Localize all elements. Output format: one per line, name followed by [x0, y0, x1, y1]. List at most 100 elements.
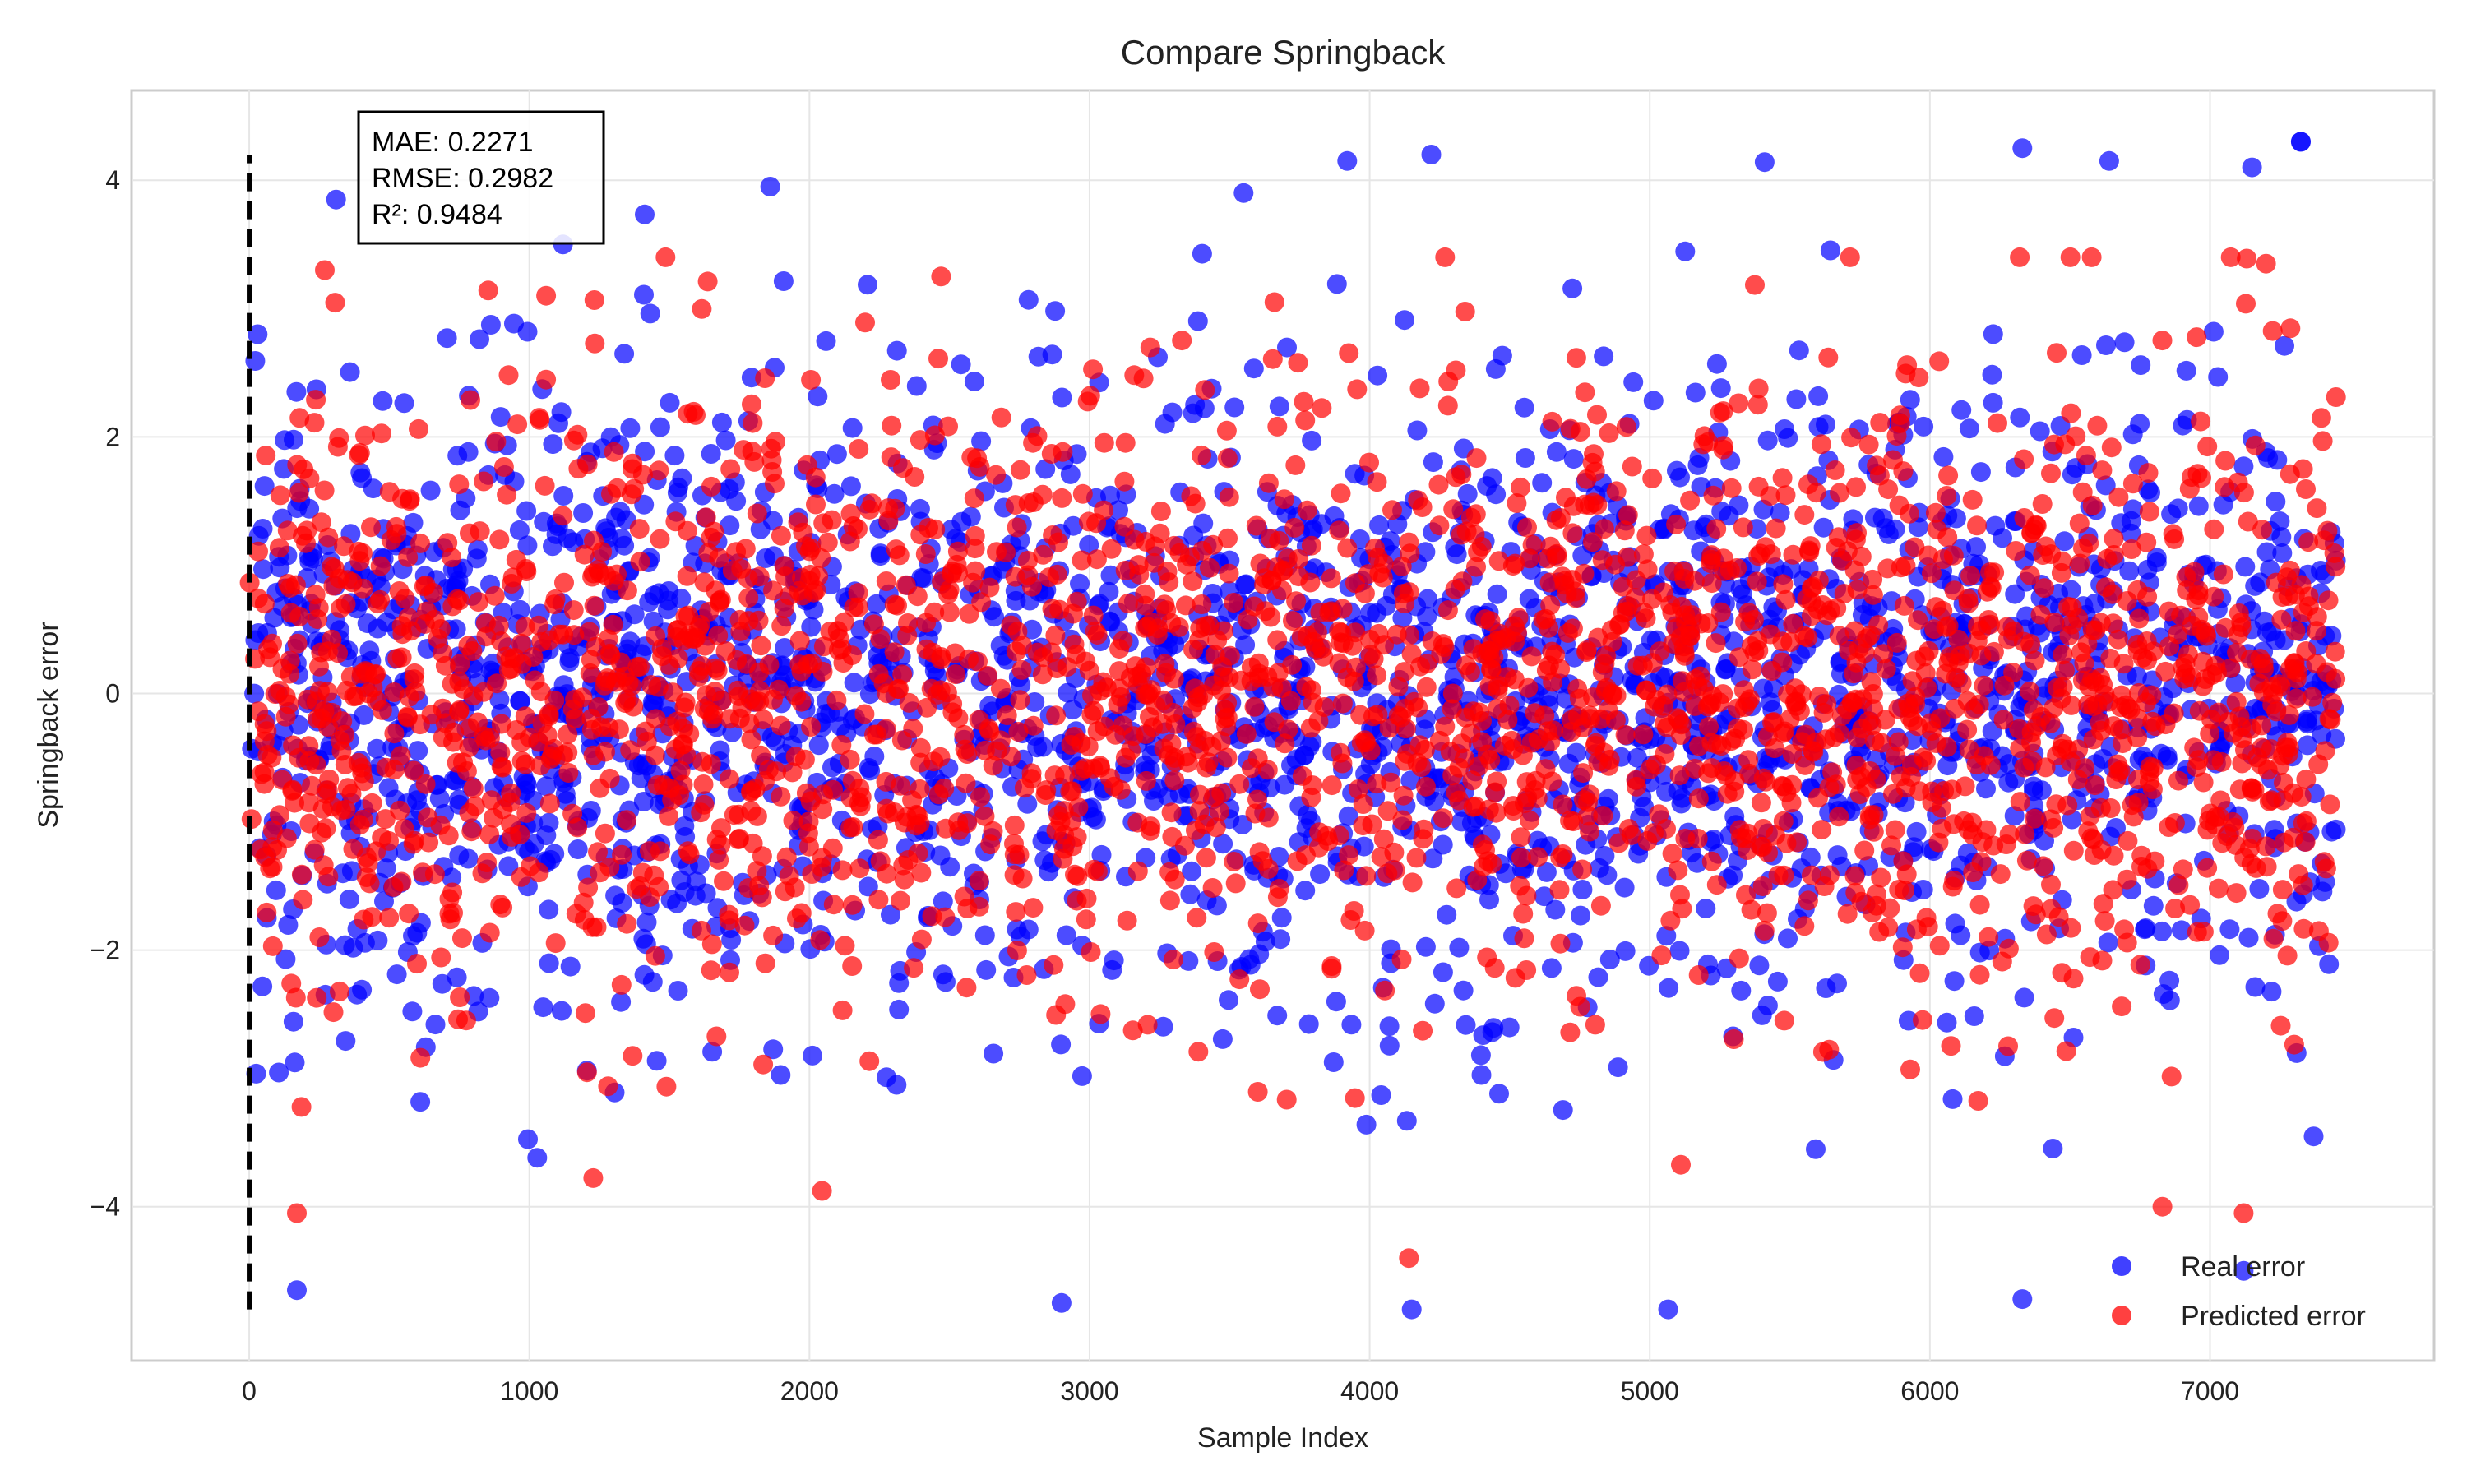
data-point: [292, 865, 312, 885]
data-point: [1483, 1018, 1503, 1038]
data-point: [2099, 151, 2119, 171]
data-point: [1542, 642, 1562, 662]
data-point: [548, 414, 568, 433]
data-point: [710, 593, 729, 613]
data-point: [1377, 596, 1396, 616]
data-point: [1654, 583, 1673, 603]
data-point: [1259, 474, 1279, 493]
data-point: [1794, 916, 1814, 936]
data-point: [1776, 590, 1796, 610]
data-point: [2208, 368, 2228, 387]
data-point: [633, 863, 653, 883]
data-point: [720, 770, 739, 789]
data-point: [285, 793, 304, 813]
data-point: [358, 613, 377, 633]
data-point: [928, 349, 948, 368]
data-point: [1199, 752, 1219, 772]
data-point: [598, 1076, 618, 1096]
data-point: [620, 418, 640, 438]
data-point: [756, 954, 775, 973]
data-point: [634, 285, 654, 305]
data-point: [1248, 913, 1268, 933]
data-point: [289, 748, 308, 768]
data-point: [1686, 383, 1706, 403]
data-point: [2246, 436, 2266, 455]
data-point: [1324, 1052, 1344, 1072]
data-point: [325, 558, 345, 578]
data-point: [2215, 451, 2235, 471]
data-point: [409, 419, 428, 439]
data-point: [1043, 599, 1062, 619]
data-point: [2108, 488, 2128, 507]
data-point: [1891, 405, 1910, 425]
data-point: [1798, 627, 1817, 647]
data-point: [1943, 1089, 1963, 1109]
data-point: [1617, 417, 1636, 437]
data-point: [487, 673, 507, 693]
data-point: [2076, 446, 2096, 465]
data-point: [1224, 852, 1243, 871]
data-point: [2081, 828, 2101, 848]
data-point: [1515, 928, 1534, 948]
data-point: [518, 1130, 538, 1149]
data-point: [1077, 889, 1097, 908]
data-point: [1118, 594, 1138, 613]
data-point: [1778, 928, 1798, 948]
data-point: [1845, 866, 1865, 885]
data-point: [2278, 945, 2298, 965]
data-point: [1456, 302, 1475, 321]
data-point: [371, 557, 391, 576]
data-point: [1817, 694, 1836, 714]
data-point: [340, 363, 360, 382]
data-point: [1790, 701, 1810, 721]
data-point: [1085, 622, 1105, 641]
data-point: [1907, 919, 1927, 939]
data-point: [1774, 866, 1794, 885]
data-point: [2072, 345, 2092, 365]
data-point: [1272, 678, 1292, 698]
data-point: [410, 1092, 430, 1112]
data-point: [2234, 848, 2254, 867]
data-point: [256, 446, 275, 465]
data-point: [257, 903, 276, 922]
data-point: [786, 686, 806, 705]
data-point: [2023, 751, 2043, 771]
data-point: [1675, 646, 1695, 666]
data-point: [743, 414, 762, 433]
data-point: [1526, 771, 1546, 791]
data-point: [936, 972, 956, 992]
data-point: [1329, 520, 1349, 540]
data-point: [1707, 875, 1727, 895]
data-point: [842, 645, 862, 665]
data-point: [1988, 414, 2007, 433]
data-point: [357, 663, 377, 682]
data-point: [263, 858, 283, 877]
data-point: [1067, 592, 1087, 612]
data-point: [293, 890, 312, 909]
data-point: [398, 706, 418, 726]
data-point: [271, 485, 290, 505]
data-point: [1731, 981, 1751, 1001]
data-point: [1922, 782, 1942, 802]
data-point: [1862, 672, 1881, 691]
data-point: [1702, 686, 1722, 705]
data-point: [624, 479, 644, 499]
data-point: [468, 713, 488, 733]
data-point: [1640, 760, 1659, 779]
data-point: [497, 485, 516, 505]
data-point: [1155, 414, 1175, 434]
data-point: [2280, 705, 2299, 725]
data-point: [752, 887, 772, 907]
data-point: [284, 1012, 303, 1032]
data-point: [979, 719, 998, 738]
data-point: [623, 1046, 642, 1066]
data-point: [1259, 859, 1279, 879]
data-point: [646, 626, 665, 646]
data-point: [562, 804, 582, 824]
data-point: [1180, 885, 1200, 904]
data-point: [1378, 801, 1398, 821]
data-point: [1594, 346, 1613, 366]
data-point: [789, 654, 809, 674]
data-point: [1488, 585, 1507, 604]
data-point: [395, 819, 414, 839]
